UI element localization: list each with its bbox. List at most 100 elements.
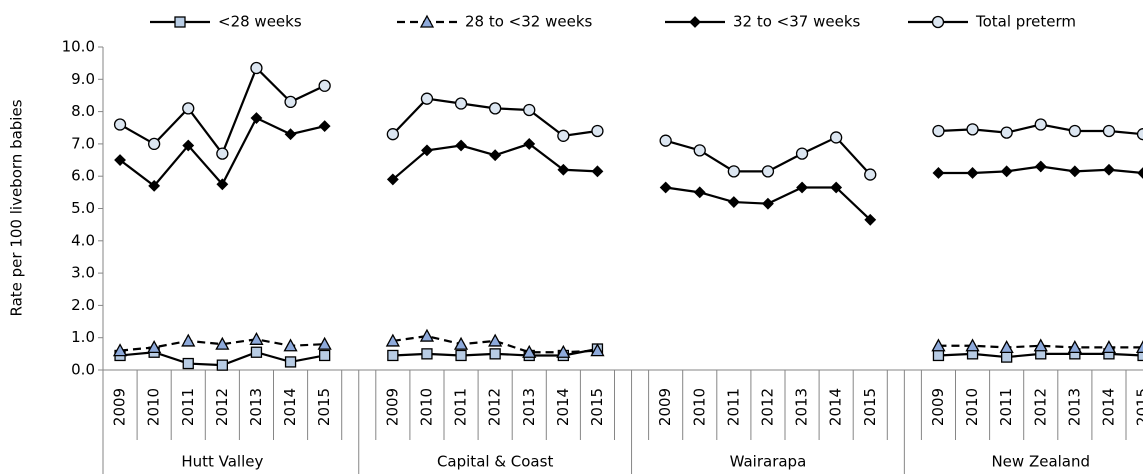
marker: [761, 165, 775, 178]
x-tick-label: 2014: [827, 388, 845, 426]
marker: [489, 348, 501, 360]
group-label: New Zealand: [991, 453, 1090, 471]
y-tick-label: 4.0: [71, 231, 95, 249]
marker: [659, 181, 672, 194]
marker: [182, 139, 195, 152]
y-tick-label: 10.0: [62, 38, 95, 56]
y-tick-label: 6.0: [71, 167, 95, 185]
marker: [249, 331, 264, 345]
marker: [318, 79, 331, 92]
x-tick-label: 2010: [145, 388, 163, 426]
x-tick-label: 2011: [724, 388, 742, 426]
marker: [387, 349, 399, 362]
x-tick-label: 2013: [247, 388, 265, 426]
marker: [1137, 167, 1143, 179]
marker: [284, 95, 297, 109]
group-label: Wairarapa: [730, 453, 807, 471]
marker: [999, 340, 1014, 354]
marker: [522, 344, 537, 358]
marker: [420, 92, 434, 105]
marker: [1034, 118, 1047, 131]
x-tick-label: 2009: [929, 388, 947, 426]
x-tick-label: 2014: [1099, 388, 1117, 426]
marker: [932, 167, 945, 179]
x-tick-label: 2009: [111, 388, 129, 426]
marker: [830, 131, 843, 144]
y-tick-label: 1.0: [71, 328, 95, 346]
marker: [455, 139, 467, 152]
series-line: [119, 347, 1143, 367]
marker: [1068, 124, 1081, 138]
marker: [1067, 340, 1082, 354]
marker: [386, 128, 400, 141]
marker: [215, 336, 230, 350]
marker: [1000, 126, 1013, 139]
marker: [113, 118, 127, 131]
legend-marker: [419, 14, 435, 28]
y-tick-label: 9.0: [71, 70, 95, 88]
marker: [830, 181, 843, 194]
marker: [216, 359, 229, 371]
marker: [182, 102, 195, 115]
marker: [385, 333, 400, 347]
marker: [488, 102, 502, 115]
legend-label: 28 to <32 weeks: [465, 13, 593, 31]
marker: [453, 336, 469, 350]
marker: [250, 61, 263, 75]
marker: [419, 328, 435, 342]
marker: [1068, 165, 1081, 178]
legend-marker: [689, 16, 701, 28]
x-tick-label: 2015: [315, 388, 333, 426]
marker: [284, 128, 297, 141]
marker: [1102, 124, 1116, 138]
x-tick-label: 2013: [793, 388, 811, 426]
marker: [762, 197, 774, 210]
marker: [693, 144, 706, 157]
marker: [148, 179, 161, 192]
marker: [455, 349, 467, 362]
y-tick-label: 8.0: [71, 102, 95, 120]
x-tick-label: 2012: [1031, 388, 1049, 426]
marker: [318, 120, 331, 133]
marker: [250, 346, 263, 358]
x-tick-label: 2009: [383, 388, 401, 426]
marker: [932, 349, 945, 362]
marker: [659, 134, 672, 147]
marker: [147, 340, 162, 354]
marker: [318, 349, 331, 362]
marker: [557, 163, 570, 176]
marker: [523, 137, 536, 150]
marker: [864, 168, 877, 181]
y-tick-label: 0.0: [71, 361, 95, 379]
x-tick-label: 2015: [588, 388, 606, 426]
marker: [112, 343, 128, 357]
marker: [216, 147, 229, 160]
marker: [1137, 349, 1143, 362]
marker: [181, 333, 196, 347]
marker: [523, 103, 536, 117]
marker: [1034, 160, 1047, 173]
marker: [421, 144, 433, 157]
marker: [1001, 351, 1013, 363]
marker: [284, 356, 297, 368]
x-tick-label: 2015: [1134, 388, 1143, 426]
marker: [590, 343, 605, 357]
marker: [1135, 340, 1143, 354]
y-axis-label: Rate per 100 liveborn babies: [8, 99, 26, 316]
y-tick-label: 2.0: [71, 296, 95, 314]
legend-marker: [931, 15, 945, 29]
x-tick-label: 2013: [1065, 388, 1083, 426]
marker: [727, 165, 740, 178]
marker: [421, 348, 433, 360]
legend-label: Total preterm: [975, 13, 1076, 31]
marker: [557, 129, 570, 142]
series-line: [119, 116, 1143, 221]
y-tick-label: 5.0: [71, 199, 95, 217]
x-tick-label: 2013: [520, 388, 538, 426]
x-tick-label: 2009: [656, 388, 674, 426]
marker: [966, 123, 979, 136]
marker: [250, 112, 263, 124]
x-tick-label: 2014: [281, 388, 299, 426]
marker: [796, 181, 808, 194]
group-label: Capital & Coast: [437, 453, 553, 471]
